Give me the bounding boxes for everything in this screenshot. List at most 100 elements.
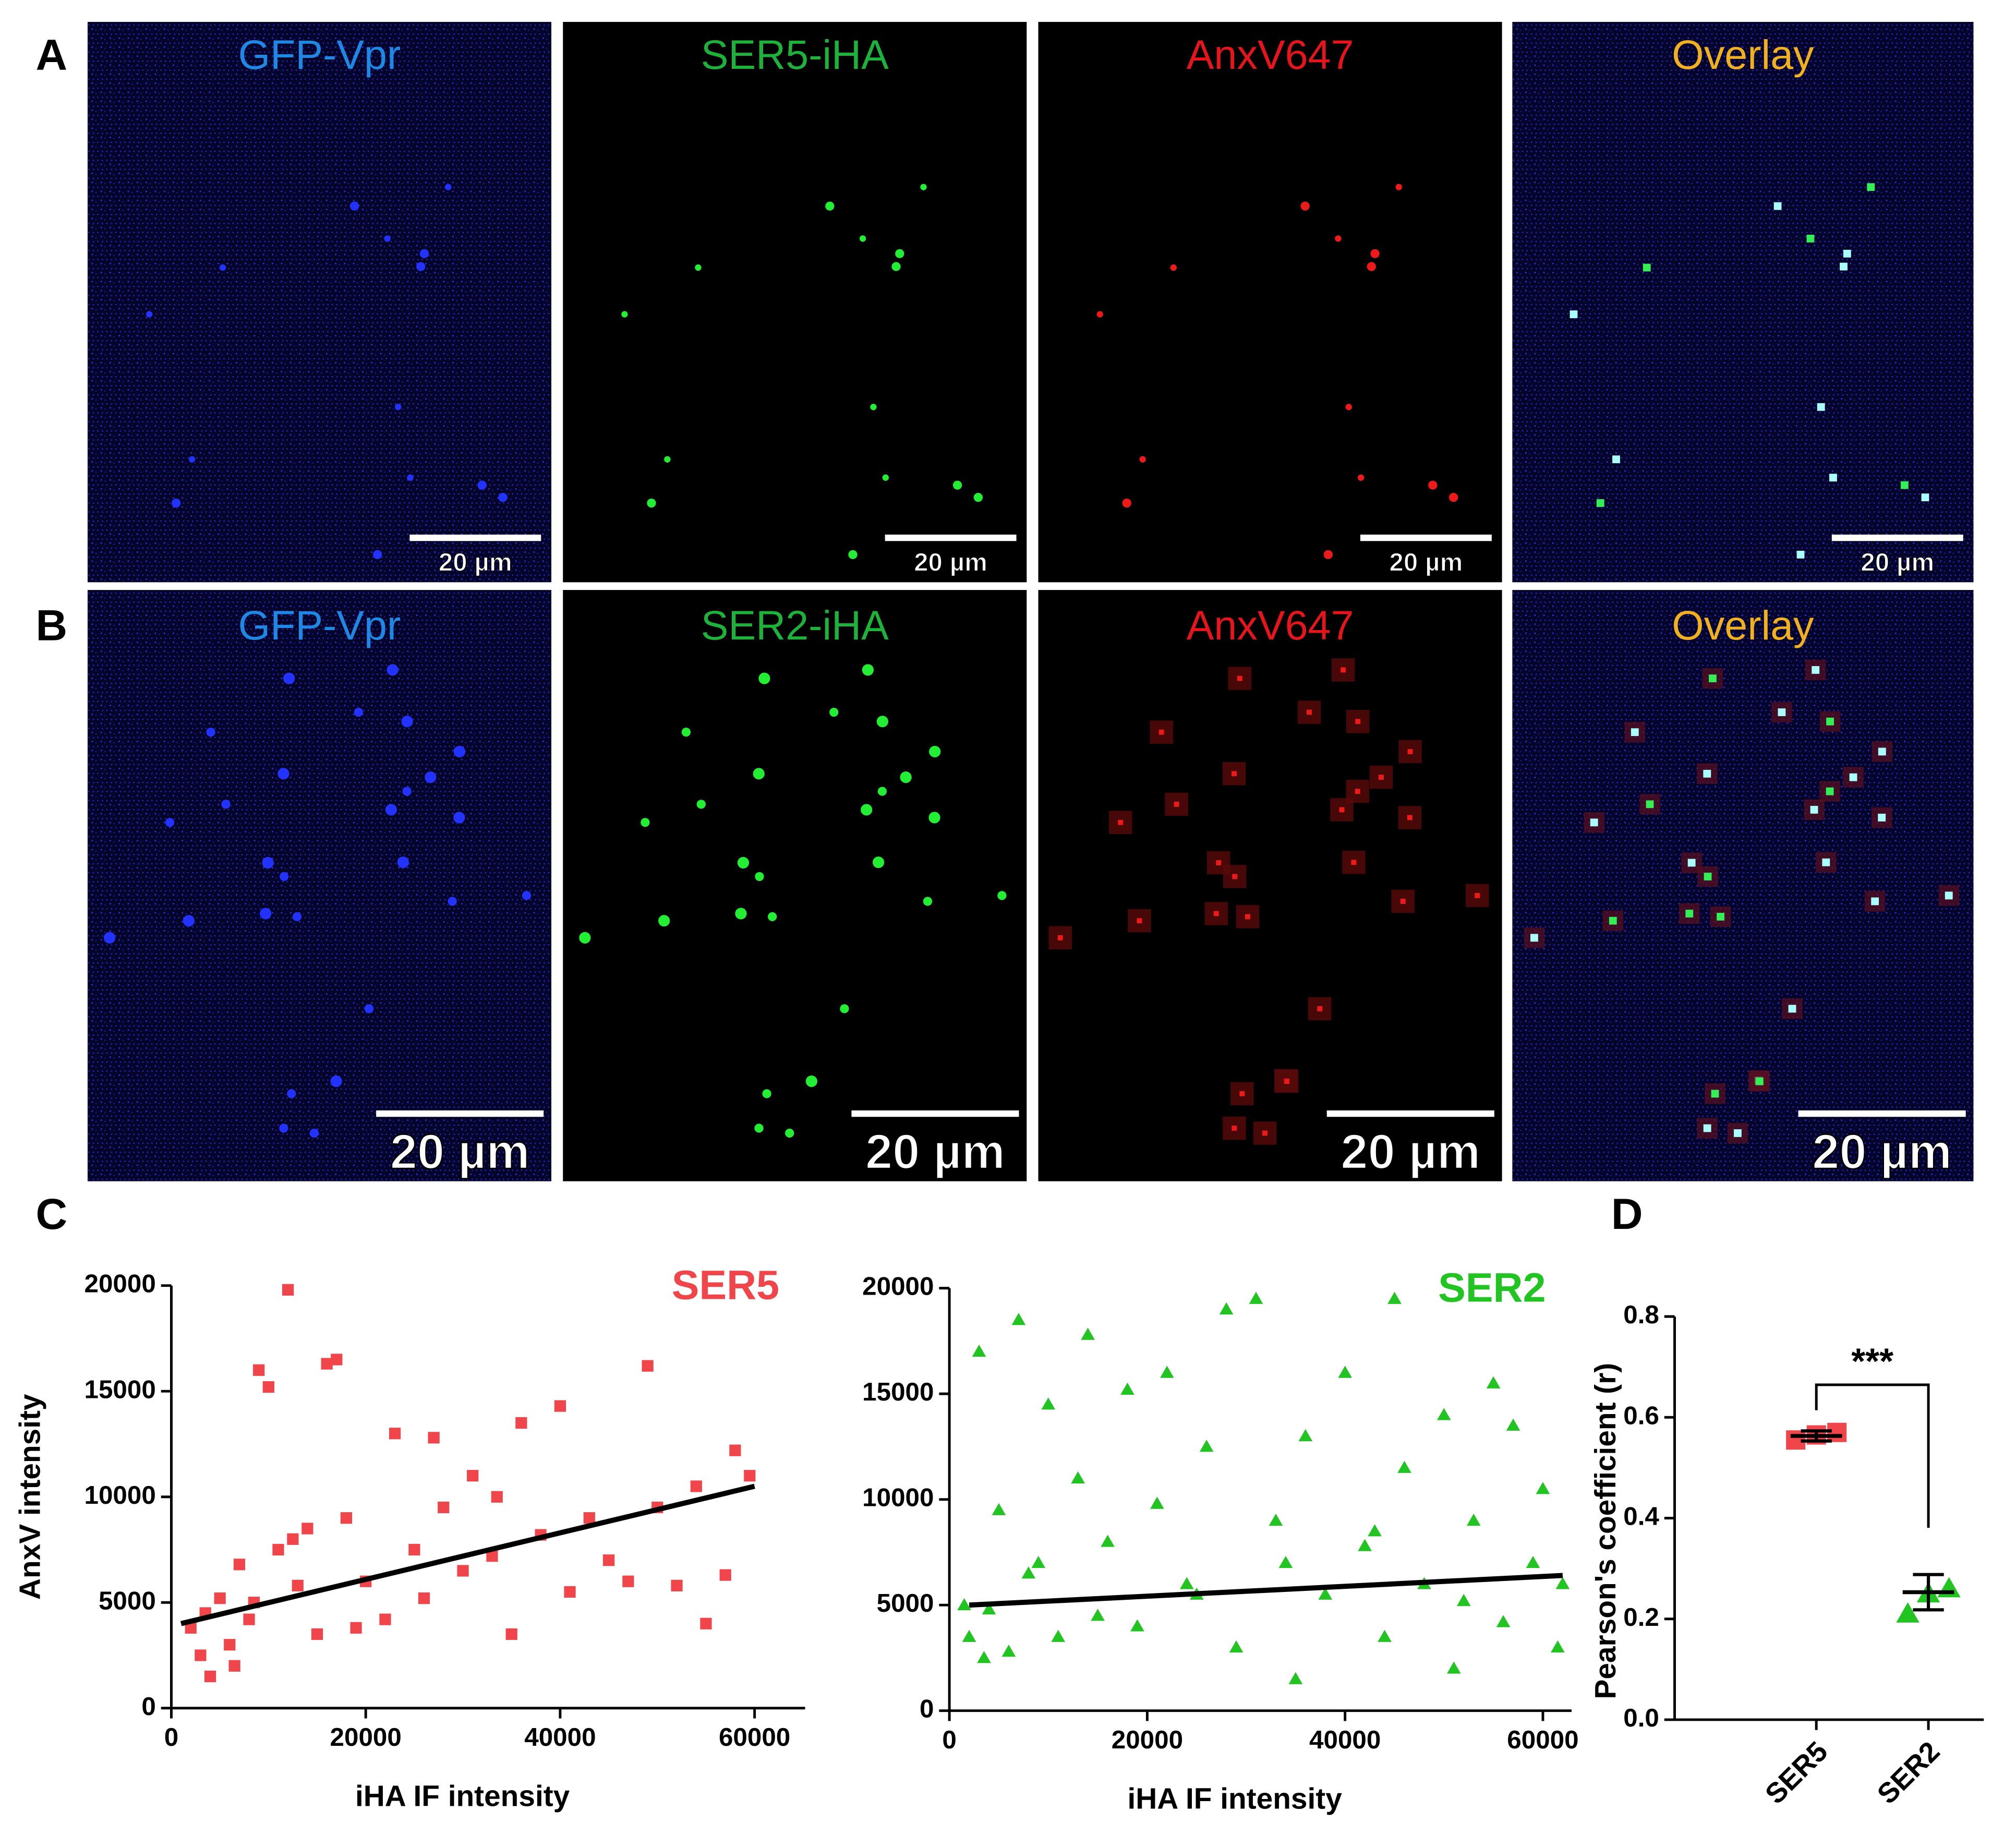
spot	[1711, 1090, 1719, 1098]
spot	[840, 1004, 849, 1013]
spot	[453, 812, 465, 824]
spot	[805, 1075, 817, 1088]
point	[1526, 1555, 1540, 1568]
spot	[928, 812, 940, 824]
point	[1896, 1602, 1920, 1623]
spot	[1262, 1130, 1267, 1136]
spot	[1871, 897, 1879, 906]
micrograph	[563, 590, 1027, 1181]
spot	[929, 745, 941, 758]
point	[1041, 1397, 1056, 1410]
point	[642, 1360, 654, 1372]
point	[1179, 1577, 1194, 1589]
point	[491, 1491, 503, 1503]
spot	[309, 1128, 319, 1138]
y-tick-label: 5000	[877, 1589, 934, 1617]
spot	[206, 728, 215, 737]
scale-bar-label: 20 µm	[1812, 1124, 1952, 1179]
spot	[877, 787, 887, 796]
spot	[364, 1004, 374, 1013]
point	[1466, 1513, 1481, 1526]
spot	[1921, 493, 1929, 501]
spot	[658, 915, 670, 927]
point	[1937, 1577, 1961, 1598]
scale-bar	[376, 1110, 544, 1117]
spot	[1232, 771, 1237, 777]
spot	[1646, 800, 1654, 808]
panel-label: A	[35, 30, 67, 79]
spot	[283, 672, 295, 684]
image-title: Overlay	[1672, 31, 1814, 78]
spot	[973, 492, 983, 502]
point	[1021, 1566, 1036, 1579]
series-label: SER5	[672, 1262, 779, 1308]
spot	[1570, 310, 1578, 318]
spot	[1703, 1124, 1711, 1132]
point	[1486, 1376, 1501, 1389]
x-axis-label: iHA IF intensity	[1128, 1783, 1343, 1816]
spot	[280, 872, 289, 882]
spot	[1370, 249, 1380, 258]
spot	[737, 856, 750, 869]
point	[1001, 1644, 1016, 1657]
micrograph	[1512, 590, 1974, 1181]
spot	[1351, 860, 1357, 865]
spot	[1530, 934, 1538, 942]
y-axis-label: Pearson's coefficient (r)	[1589, 1363, 1622, 1699]
spot	[870, 404, 877, 411]
point	[1397, 1460, 1411, 1473]
point	[1551, 1640, 1565, 1653]
spot	[1590, 818, 1598, 827]
x-tick-label: SER5	[1759, 1735, 1833, 1810]
spot	[997, 891, 1007, 900]
point	[1269, 1513, 1283, 1526]
scale-bar	[1360, 534, 1492, 541]
spot	[1703, 769, 1711, 778]
spot	[768, 912, 777, 922]
y-tick-label: 15000	[862, 1378, 934, 1406]
point	[272, 1543, 284, 1556]
spot	[292, 912, 302, 922]
spot	[900, 771, 912, 783]
fit-line	[969, 1573, 1563, 1608]
scale-bar-label: 20 µm	[914, 548, 987, 577]
spot	[220, 264, 226, 271]
y-axis-label: AnxV intensity	[14, 1394, 47, 1600]
spot	[1900, 481, 1909, 489]
point	[224, 1639, 236, 1651]
spot	[1232, 874, 1238, 879]
point	[350, 1622, 362, 1634]
point	[1298, 1429, 1313, 1442]
spot	[260, 908, 272, 920]
spot	[1323, 550, 1333, 559]
spot	[402, 787, 412, 796]
point	[1368, 1524, 1382, 1537]
point	[1387, 1291, 1402, 1304]
spot	[1867, 183, 1875, 191]
spot	[1817, 403, 1825, 411]
spot	[1826, 717, 1834, 726]
point	[438, 1501, 450, 1514]
spot	[349, 201, 359, 211]
x-tick-label: 0	[942, 1725, 956, 1754]
point	[228, 1660, 240, 1672]
point	[282, 1284, 294, 1296]
point	[982, 1602, 996, 1615]
point	[331, 1354, 343, 1366]
y-tick-label: 20000	[84, 1270, 156, 1298]
point	[1011, 1313, 1026, 1325]
spot	[1407, 749, 1413, 754]
point	[1219, 1302, 1234, 1315]
point	[1199, 1440, 1214, 1452]
spot	[1367, 262, 1376, 271]
image-title: SER2-iHA	[701, 602, 889, 648]
scale-bar-label: 20 µm	[1861, 548, 1934, 577]
spot	[1734, 1129, 1742, 1137]
spot	[1704, 873, 1712, 880]
spot	[165, 818, 175, 827]
spot	[373, 550, 382, 559]
point	[1496, 1615, 1511, 1627]
point	[1150, 1496, 1164, 1509]
spot	[1843, 249, 1851, 258]
